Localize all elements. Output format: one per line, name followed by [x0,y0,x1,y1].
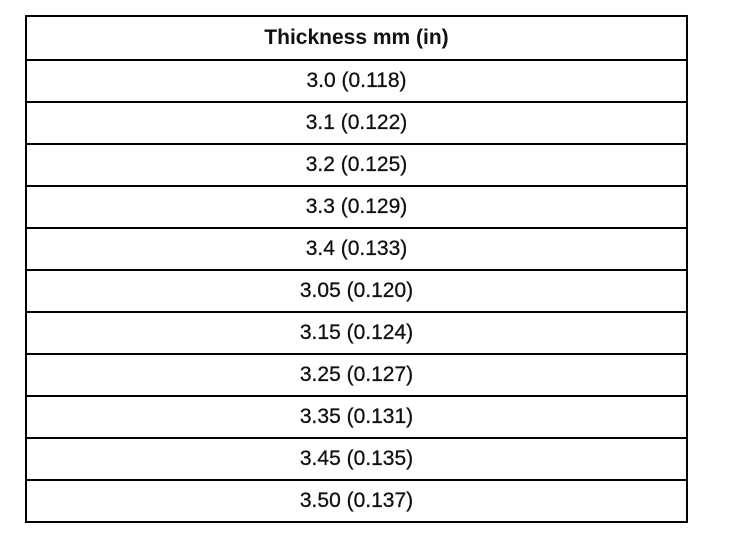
table-row: 3.45 (0.135) [25,437,688,481]
table-row: 3.2 (0.125) [25,143,688,187]
table-cell: 3.35 (0.131) [25,395,688,439]
table-body: 3.0 (0.118) 3.1 (0.122) 3.2 (0.125) 3.3 (0.… [25,59,688,523]
table-row: 3.25 (0.127) [25,353,688,397]
table-row: 3.3 (0.129) [25,185,688,229]
table-row: 3.0 (0.118) [25,59,688,103]
table-cell: 3.15 (0.124) [25,311,688,355]
table-cell: 3.0 (0.118) [25,59,688,103]
thickness-table: Thickness mm (in) 3.0 (0.118) 3.1 (0.122)… [25,15,688,523]
table-cell: 3.50 (0.137) [25,479,688,523]
table-cell: 3.2 (0.125) [25,143,688,187]
table-row: 3.15 (0.124) [25,311,688,355]
table-cell: 3.3 (0.129) [25,185,688,229]
table-row: 3.1 (0.122) [25,101,688,145]
table-row: 3.35 (0.131) [25,395,688,439]
table-cell: 3.05 (0.120) [25,269,688,313]
header-row: Thickness mm (in) [25,15,688,61]
table-head: Thickness mm (in) [25,15,688,61]
header-cell: Thickness mm (in) [25,15,688,61]
table-row: 3.50 (0.137) [25,479,688,523]
table-cell: 3.25 (0.127) [25,353,688,397]
table-cell: 3.4 (0.133) [25,227,688,271]
table-row: 3.4 (0.133) [25,227,688,271]
table-row: 3.05 (0.120) [25,269,688,313]
table-cell: 3.1 (0.122) [25,101,688,145]
table-cell: 3.45 (0.135) [25,437,688,481]
